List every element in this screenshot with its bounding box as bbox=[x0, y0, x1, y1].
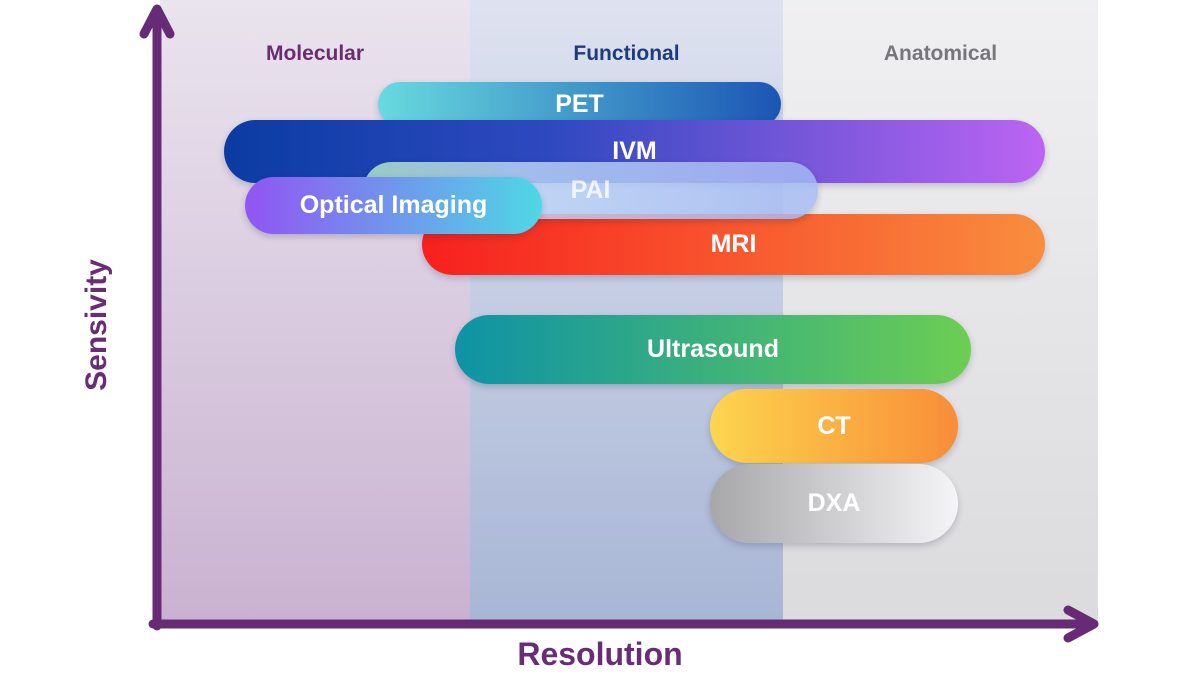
bar-pet: PET bbox=[378, 82, 781, 126]
bar-label: PET bbox=[555, 89, 604, 118]
bar-label: Ultrasound bbox=[647, 335, 779, 363]
bar-optical-imaging: Optical Imaging bbox=[245, 177, 542, 234]
x-axis-title: Resolution bbox=[517, 636, 683, 672]
bar-dxa: DXA bbox=[710, 464, 958, 543]
bar-label: Optical Imaging bbox=[299, 191, 488, 219]
bar-label: PAI bbox=[570, 176, 611, 204]
bar-label: MRI bbox=[710, 230, 757, 258]
zone-label-functional: Functional bbox=[573, 42, 680, 65]
bar-ct: CT bbox=[710, 389, 958, 463]
bar-label: IVM bbox=[612, 137, 657, 165]
bar-label: CT bbox=[817, 411, 851, 440]
zone-label-molecular: Molecular bbox=[265, 42, 365, 65]
y-axis-title: Sensivity bbox=[80, 259, 113, 391]
zone-label-anatomical: Anatomical bbox=[883, 42, 998, 65]
bar-label: DXA bbox=[807, 489, 861, 517]
bar-ultrasound: Ultrasound bbox=[455, 315, 971, 384]
